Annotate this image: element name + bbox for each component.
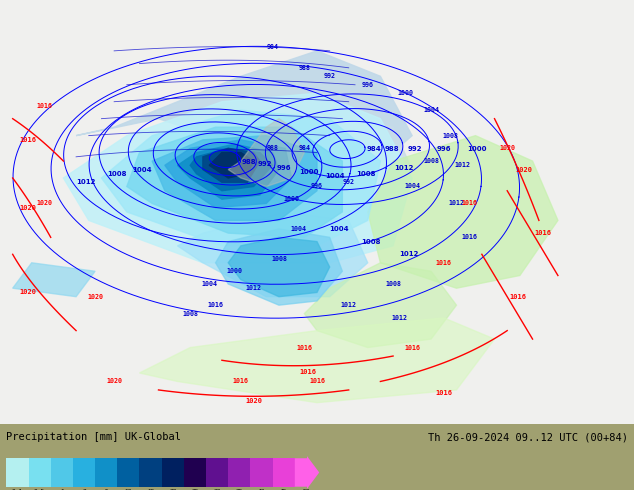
Bar [139, 458, 162, 487]
Text: 996: 996 [362, 82, 373, 88]
Text: 1016: 1016 [233, 378, 249, 385]
Text: 996: 996 [276, 165, 291, 171]
Text: 1000: 1000 [467, 146, 487, 152]
Text: 1016: 1016 [207, 302, 224, 308]
Polygon shape [228, 119, 304, 187]
Text: 1012: 1012 [75, 179, 95, 185]
Text: 1016: 1016 [296, 344, 313, 350]
Text: 1012: 1012 [399, 251, 419, 257]
Bar [29, 458, 51, 487]
Text: 1012: 1012 [391, 315, 408, 321]
Polygon shape [216, 229, 342, 305]
Text: 992: 992 [324, 74, 335, 79]
Bar [228, 458, 250, 487]
Text: 988: 988 [241, 159, 256, 165]
Text: 1016: 1016 [36, 103, 53, 109]
Text: 1016: 1016 [436, 390, 452, 396]
Text: 1000: 1000 [226, 268, 243, 274]
Bar [184, 458, 206, 487]
Text: 992: 992 [343, 179, 354, 185]
Text: 1016: 1016 [461, 200, 477, 206]
Text: 1004: 1004 [133, 167, 152, 172]
Text: 1016: 1016 [299, 369, 316, 375]
Text: 1004: 1004 [290, 226, 306, 232]
Text: 1012: 1012 [245, 285, 262, 291]
Text: 984: 984 [366, 146, 382, 152]
Bar [51, 458, 73, 487]
Text: 1008: 1008 [182, 311, 198, 317]
Text: 1012: 1012 [394, 165, 413, 172]
Text: 1020: 1020 [106, 378, 122, 385]
Text: Precipitation [mm] UK-Global: Precipitation [mm] UK-Global [6, 432, 181, 442]
Text: 1020: 1020 [515, 167, 533, 172]
Polygon shape [13, 263, 95, 297]
Text: 1008: 1008 [356, 171, 376, 177]
Polygon shape [76, 51, 412, 191]
Text: 1004: 1004 [423, 107, 439, 113]
Polygon shape [209, 152, 254, 178]
Bar [206, 458, 228, 487]
Text: 1000: 1000 [398, 90, 414, 96]
Text: 1004: 1004 [325, 173, 344, 179]
Text: 1008: 1008 [423, 158, 439, 164]
Bar [95, 458, 117, 487]
Text: 1016: 1016 [509, 294, 526, 300]
Bar [73, 458, 95, 487]
Text: 1016: 1016 [436, 260, 452, 266]
Text: 1020: 1020 [19, 290, 36, 295]
Text: 984: 984 [299, 146, 310, 151]
Polygon shape [228, 237, 330, 297]
Text: 1016: 1016 [404, 344, 420, 350]
Bar [6, 458, 29, 487]
Polygon shape [178, 144, 279, 199]
Polygon shape [266, 119, 412, 212]
Polygon shape [139, 318, 495, 403]
Text: 1020: 1020 [87, 294, 103, 300]
Text: 1012: 1012 [448, 200, 465, 206]
Text: 992: 992 [408, 146, 422, 152]
Polygon shape [368, 136, 558, 288]
Text: 1000: 1000 [299, 169, 319, 174]
Text: 996: 996 [436, 146, 451, 152]
Text: 1004: 1004 [404, 183, 420, 190]
Polygon shape [203, 148, 260, 182]
Text: 1008: 1008 [271, 256, 287, 262]
Text: 1020: 1020 [19, 205, 36, 211]
Polygon shape [152, 136, 317, 220]
Text: 1008: 1008 [442, 133, 458, 139]
Text: 984: 984 [267, 44, 278, 49]
Text: 1020: 1020 [245, 398, 262, 404]
Bar [250, 458, 273, 487]
Text: 996: 996 [311, 183, 323, 190]
Text: 992: 992 [257, 161, 272, 168]
Text: 1016: 1016 [534, 230, 552, 236]
Polygon shape [101, 110, 380, 246]
Text: 988: 988 [385, 146, 399, 152]
Polygon shape [190, 148, 273, 191]
Polygon shape [127, 127, 342, 237]
Polygon shape [304, 263, 456, 347]
Text: 1016: 1016 [461, 234, 477, 241]
FancyArrow shape [295, 456, 319, 489]
Text: 1000: 1000 [283, 196, 300, 202]
Bar [162, 458, 184, 487]
Text: 988: 988 [267, 146, 278, 151]
Text: Th 26-09-2024 09..12 UTC (00+84): Th 26-09-2024 09..12 UTC (00+84) [428, 432, 628, 442]
Bar [273, 458, 295, 487]
Text: 1020: 1020 [499, 146, 515, 151]
Text: 1008: 1008 [361, 239, 381, 245]
Text: 1008: 1008 [107, 171, 127, 177]
Text: 1016: 1016 [19, 137, 36, 143]
Bar [117, 458, 139, 487]
Text: 1012: 1012 [340, 302, 357, 308]
Polygon shape [165, 140, 292, 208]
Text: 1008: 1008 [385, 281, 401, 287]
Text: 1004: 1004 [201, 281, 217, 287]
Polygon shape [63, 93, 412, 263]
Text: 1016: 1016 [309, 378, 325, 385]
Text: 1004: 1004 [330, 226, 349, 232]
Text: 1012: 1012 [455, 162, 471, 168]
Polygon shape [178, 212, 368, 297]
Text: 1020: 1020 [36, 200, 53, 206]
